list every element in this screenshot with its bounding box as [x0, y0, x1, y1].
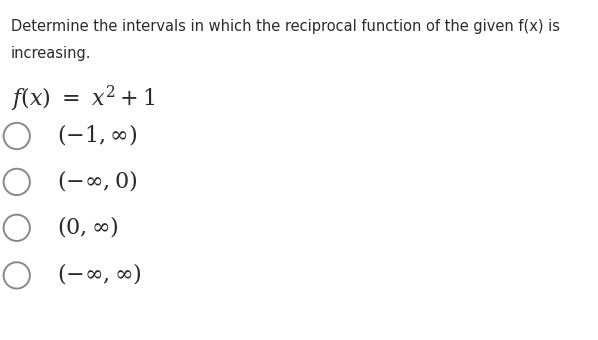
Text: $f(x)\ =\ x^2+1$: $f(x)\ =\ x^2+1$ — [11, 83, 155, 114]
Text: $(-\infty,\infty)$: $(-\infty,\infty)$ — [57, 261, 142, 286]
Text: $(0,\infty)$: $(0,\infty)$ — [57, 214, 118, 239]
Text: Determine the intervals in which the reciprocal function of the given f(x) is: Determine the intervals in which the rec… — [11, 19, 560, 34]
Text: $(-1,\infty)$: $(-1,\infty)$ — [57, 122, 137, 147]
Text: increasing.: increasing. — [11, 46, 91, 61]
Text: $(-\infty,0)$: $(-\infty,0)$ — [57, 168, 137, 193]
